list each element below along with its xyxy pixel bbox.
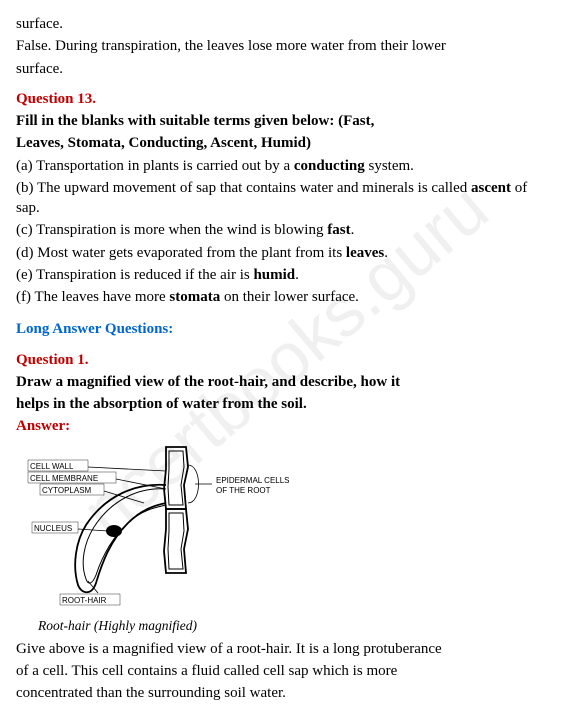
q13-c: (c) Transpiration is more when the wind … [16,220,553,240]
q13-b-pre: (b) The upward movement of sap that cont… [16,180,471,196]
q13-c-bold: fast [327,222,350,238]
q13-d-bold: leaves [346,245,384,261]
q13-c-post: . [351,222,355,238]
q13-prompt-a: Fill in the blanks with suitable terms g… [16,111,553,131]
root-hair-svg: CELL WALL CELL MEMBRANE CYTOPLASM NUCLEU… [16,445,316,615]
q13-a-bold: conducting [294,158,365,174]
q13-b-bold: ascent [471,180,511,196]
intro-line1: surface. [16,14,553,34]
q13-prompt-b: Leaves, Stomata, Conducting, Ascent, Hum… [16,133,553,153]
closing-l1: Give above is a magnified view of a root… [16,639,553,659]
q13-f: (f) The leaves have more stomata on thei… [16,287,553,307]
long-answer-heading: Long Answer Questions: [16,319,553,339]
label-epidermal-2: OF THE ROOT [216,486,271,495]
q13-f-post: on their lower surface. [220,289,359,305]
q13-b: (b) The upward movement of sap that cont… [16,178,553,219]
q13-d-post: . [384,245,388,261]
q1-prompt-b: helps in the absorption of water from th… [16,394,553,414]
q13-e: (e) Transpiration is reduced if the air … [16,265,553,285]
q13-f-pre: (f) The leaves have more [16,289,169,305]
q1-prompt-a: Draw a magnified view of the root-hair, … [16,372,553,392]
q13-d-pre: (d) Most water gets evaporated from the … [16,245,346,261]
q13-a-post: system. [365,158,414,174]
q13-c-pre: (c) Transpiration is more when the wind … [16,222,327,238]
label-epidermal-1: EPIDERMAL CELLS [216,476,290,485]
q13-e-bold: humid [253,267,295,283]
figure-caption: Root-hair (Highly magnified) [38,617,553,635]
q13-a: (a) Transportation in plants is carried … [16,156,553,176]
q13-e-pre: (e) Transpiration is reduced if the air … [16,267,253,283]
intro-line2a: False. During transpiration, the leaves … [16,36,553,56]
page-content: surface. False. During transpiration, th… [16,14,553,703]
q13-f-bold: stomata [169,289,220,305]
q13-number: Question 13. [16,89,553,109]
label-cell-wall: CELL WALL [30,462,74,471]
root-hair-figure: CELL WALL CELL MEMBRANE CYTOPLASM NUCLEU… [16,445,553,635]
intro-line2b: surface. [16,59,553,79]
q1-number: Question 1. [16,350,553,370]
label-cytoplasm: CYTOPLASM [42,486,92,495]
q13-a-pre: (a) Transportation in plants is carried … [16,158,294,174]
q13-d: (d) Most water gets evaporated from the … [16,243,553,263]
q1-answer-label: Answer: [16,416,553,436]
label-cell-membrane: CELL MEMBRANE [30,474,98,483]
label-root-hair: ROOT-HAIR [62,596,107,605]
label-nucleus: NUCLEUS [34,524,72,533]
closing-l2: of a cell. This cell contains a fluid ca… [16,661,553,681]
closing-l3: concentrated than the surrounding soil w… [16,683,553,703]
q13-e-post: . [295,267,299,283]
